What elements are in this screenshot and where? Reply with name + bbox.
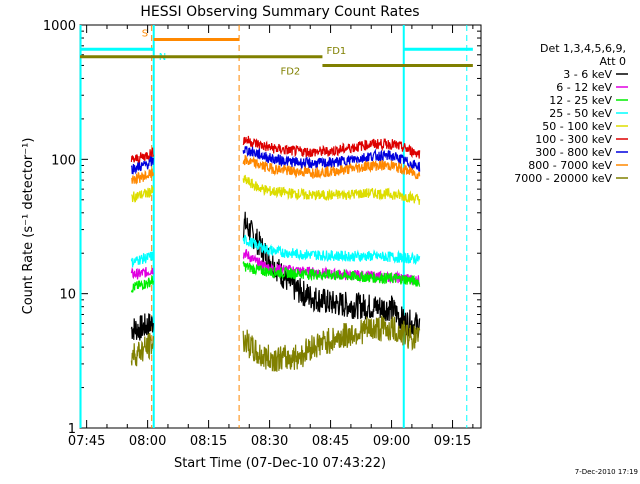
y-tick-label: 1: [68, 422, 76, 437]
y-axis-label: Count Rate (s⁻¹ detector⁻¹): [21, 138, 36, 315]
x-tick-label: 09:00: [373, 434, 410, 449]
x-tick-label: 08:30: [251, 434, 288, 449]
legend-label: 800 - 7000 keV: [528, 159, 612, 172]
series-line: [131, 155, 421, 185]
series-line: [130, 211, 421, 341]
series-line: [131, 174, 421, 205]
legend-label: 100 - 300 keV: [535, 133, 612, 146]
x-tick-label: 08:00: [129, 434, 166, 449]
plot-timestamp: 7-Dec-2010 17:19: [575, 468, 638, 476]
legend-label: 25 - 50 keV: [549, 107, 612, 120]
legend-label: 3 - 6 keV: [563, 68, 612, 81]
flag-segment-label: FD2: [280, 66, 300, 77]
legend-label: 7000 - 20000 keV: [514, 172, 612, 185]
x-tick-label: 08:45: [312, 434, 349, 449]
flag-segment-label: FD1: [326, 46, 346, 57]
series-line: [130, 315, 421, 372]
y-tick-label: 100: [51, 153, 76, 168]
legend-header: Det 1,3,4,5,6,9,: [540, 42, 626, 55]
y-tick-label: 1000: [43, 19, 76, 34]
y-tick-label: 10: [59, 288, 76, 303]
x-tick-label: 08:15: [190, 434, 227, 449]
legend-header: Att 0: [600, 55, 626, 68]
legend-label: 300 - 800 keV: [535, 146, 612, 159]
chart-title: HESSI Observing Summary Count Rates: [140, 4, 419, 20]
series-line: [130, 261, 421, 293]
legend-label: 50 - 100 keV: [542, 120, 612, 133]
series-line: [130, 234, 421, 268]
legend-label: 6 - 12 keV: [556, 81, 612, 94]
flag-segment-label: S: [142, 28, 148, 39]
series-line: [130, 135, 421, 164]
x-axis-label: Start Time (07-Dec-10 07:43:22): [174, 456, 386, 471]
x-tick-label: 07:45: [68, 434, 105, 449]
x-tick-label: 09:15: [434, 434, 471, 449]
plot-area: 1 10 100 1000 07:45 08:00 08:15 08:30 08:45 09:00…: [43, 19, 482, 449]
legend-label: 12 - 25 keV: [549, 94, 612, 107]
